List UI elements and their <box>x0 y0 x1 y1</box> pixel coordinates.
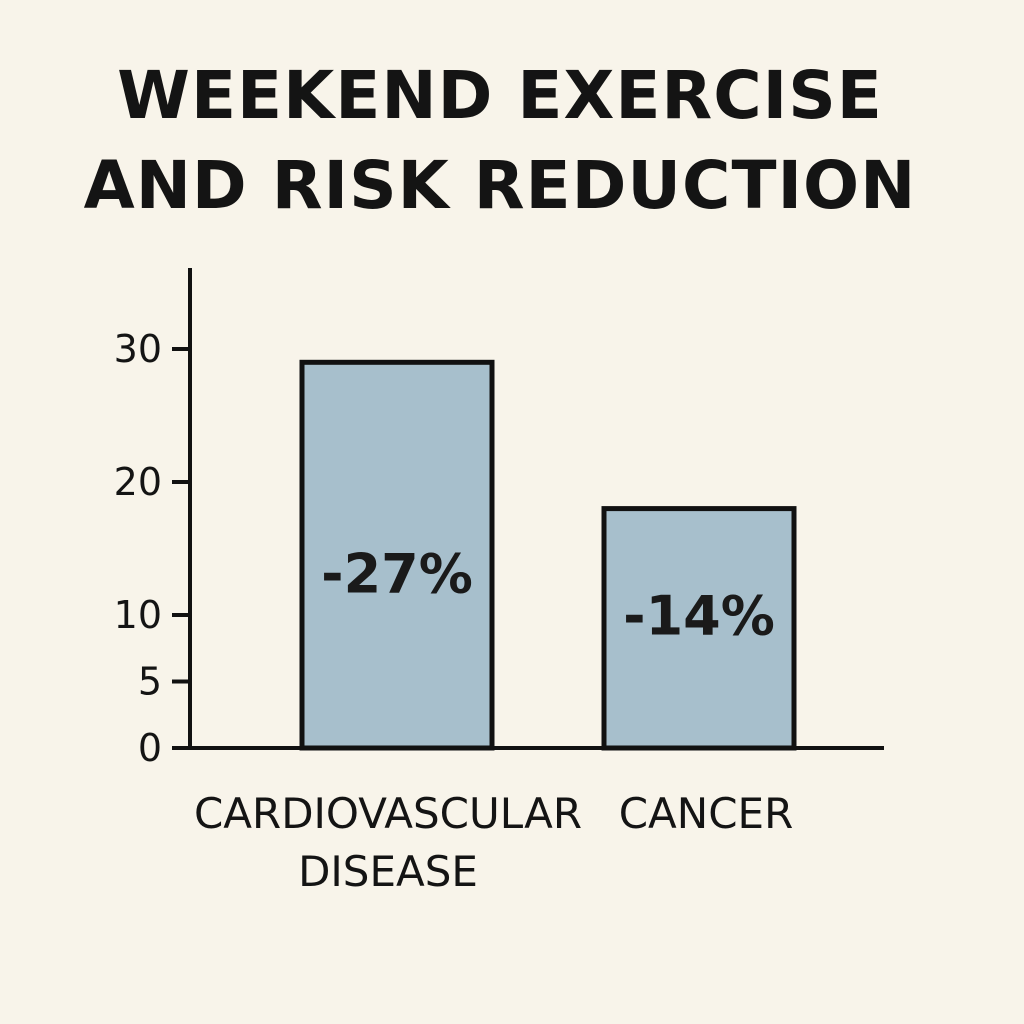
x-category-label: DISEASE <box>298 847 478 896</box>
y-tick-label: 5 <box>138 660 162 704</box>
category-labels: CARDIOVASCULAR DISEASE CANCER <box>194 789 793 896</box>
bar-data-label: -27% <box>321 542 473 605</box>
y-tick-label: 20 <box>114 460 162 504</box>
bars: -27% -14% <box>299 359 797 751</box>
y-tick-label: 30 <box>114 327 162 371</box>
bar <box>299 359 495 751</box>
y-tick-label: 0 <box>138 726 162 770</box>
bar-data-label: -14% <box>623 584 775 647</box>
y-tick-label: 10 <box>114 593 162 637</box>
y-axis-ticks: 0 5 10 20 30 <box>114 327 190 770</box>
chart-title-line-2: AND RISK REDUCTION <box>84 147 917 224</box>
chart-title-line-1: WEEKEND EXERCISE <box>117 57 883 134</box>
x-category-label: CANCER <box>619 789 794 838</box>
x-category-label: CARDIOVASCULAR <box>194 789 582 838</box>
